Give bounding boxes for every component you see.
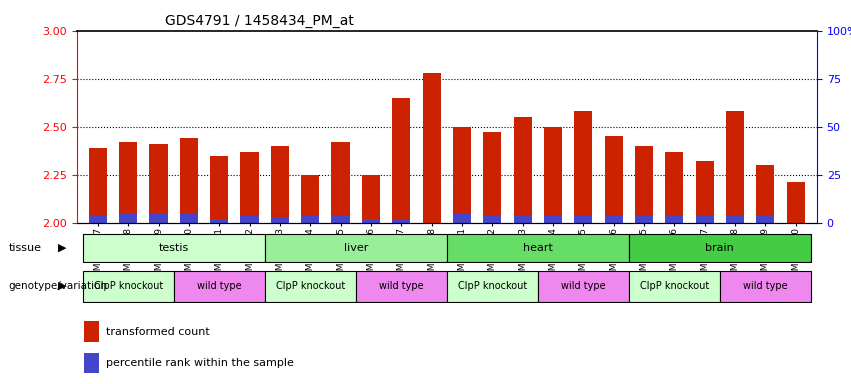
Bar (726, 111, 744, 223)
Bar (332, 215, 350, 223)
Bar (635, 215, 653, 223)
Bar (544, 127, 562, 223)
Bar (726, 215, 744, 223)
Bar (362, 175, 380, 223)
Text: wild type: wild type (743, 281, 788, 291)
FancyBboxPatch shape (265, 234, 447, 262)
Bar (695, 161, 714, 223)
Bar (574, 215, 592, 223)
Bar (757, 165, 774, 223)
Bar (786, 182, 805, 223)
Bar (332, 142, 350, 223)
Bar (604, 215, 623, 223)
Text: heart: heart (523, 243, 553, 253)
Bar (271, 146, 289, 223)
Bar (665, 215, 683, 223)
FancyBboxPatch shape (174, 270, 265, 302)
Bar (665, 152, 683, 223)
Text: ▶: ▶ (58, 243, 66, 253)
Bar (89, 216, 107, 223)
FancyBboxPatch shape (629, 270, 720, 302)
Bar (483, 132, 501, 223)
Bar (301, 175, 319, 223)
Text: genotype/variation: genotype/variation (9, 281, 107, 291)
Bar (757, 215, 774, 223)
Bar (544, 215, 562, 223)
Text: ClpP knockout: ClpP knockout (276, 281, 345, 291)
Text: percentile rank within the sample: percentile rank within the sample (106, 358, 294, 368)
Text: liver: liver (344, 243, 368, 253)
Bar (180, 138, 198, 223)
Bar (301, 216, 319, 223)
Bar (150, 214, 168, 223)
FancyBboxPatch shape (83, 270, 174, 302)
FancyBboxPatch shape (447, 234, 629, 262)
FancyBboxPatch shape (538, 270, 629, 302)
Text: transformed count: transformed count (106, 327, 210, 337)
Text: ClpP knockout: ClpP knockout (458, 281, 527, 291)
Text: brain: brain (705, 243, 734, 253)
Text: tissue: tissue (9, 243, 42, 253)
Bar (89, 148, 107, 223)
Bar (635, 146, 653, 223)
Bar (604, 136, 623, 223)
Bar (84, 321, 99, 342)
Text: wild type: wild type (561, 281, 606, 291)
Text: wild type: wild type (197, 281, 242, 291)
FancyBboxPatch shape (720, 270, 811, 302)
Bar (210, 156, 228, 223)
Bar (271, 217, 289, 223)
Bar (119, 214, 137, 223)
Bar (453, 214, 471, 223)
Bar (392, 98, 410, 223)
Bar (513, 215, 532, 223)
FancyBboxPatch shape (83, 234, 265, 262)
Bar (210, 219, 228, 223)
FancyBboxPatch shape (447, 270, 538, 302)
Bar (695, 215, 714, 223)
Text: GDS4791 / 1458434_PM_at: GDS4791 / 1458434_PM_at (165, 14, 354, 28)
Bar (574, 111, 592, 223)
Bar (362, 219, 380, 223)
Text: testis: testis (158, 243, 189, 253)
Bar (241, 215, 259, 223)
Bar (241, 152, 259, 223)
Bar (392, 220, 410, 223)
Text: ClpP knockout: ClpP knockout (640, 281, 709, 291)
Bar (180, 214, 198, 223)
Text: ▶: ▶ (58, 281, 66, 291)
Bar (84, 353, 99, 373)
Text: wild type: wild type (379, 281, 424, 291)
Bar (453, 127, 471, 223)
Bar (150, 144, 168, 223)
FancyBboxPatch shape (629, 234, 811, 262)
FancyBboxPatch shape (356, 270, 447, 302)
Bar (483, 215, 501, 223)
Bar (422, 73, 441, 223)
FancyBboxPatch shape (265, 270, 356, 302)
Text: ClpP knockout: ClpP knockout (94, 281, 163, 291)
Bar (513, 117, 532, 223)
Bar (119, 142, 137, 223)
